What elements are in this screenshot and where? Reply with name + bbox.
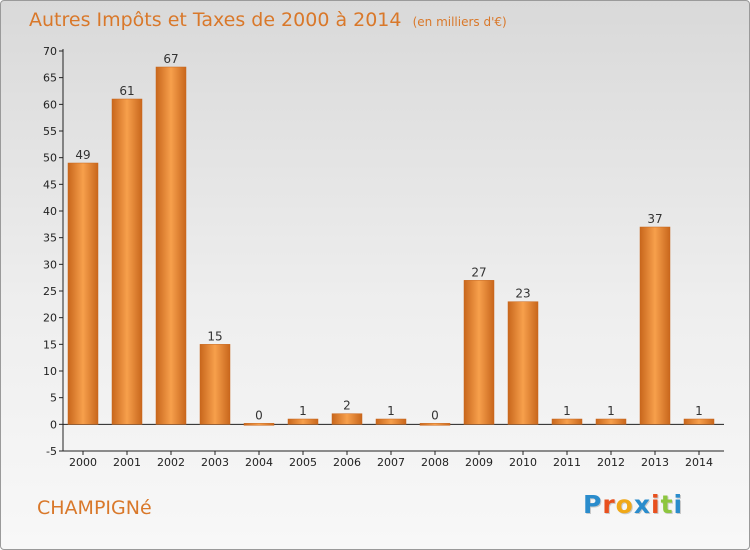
bar-2009: [463, 280, 495, 425]
y-tick-label: 25: [43, 285, 57, 298]
logo-letter: x: [633, 490, 651, 519]
value-labels: 49 61 67 15 0 1 2 1 0 27 23 1 1 37 1: [75, 52, 702, 422]
x-tick-label-2011: 2011: [553, 456, 581, 469]
x-tick-label-2009: 2009: [465, 456, 493, 469]
value-label-2005: 1: [299, 404, 307, 418]
bar-2003: [199, 344, 231, 425]
place-name: CHAMPIGNé: [37, 497, 152, 519]
y-tick-label: -5: [46, 445, 57, 458]
y-tick-label: 70: [43, 45, 57, 58]
y-tick-label: 20: [43, 312, 57, 325]
bar-2008: [419, 423, 451, 426]
bar-2010: [507, 301, 539, 425]
y-tick-label: 60: [43, 98, 57, 111]
x-tick-label-2000: 2000: [69, 456, 97, 469]
value-label-2014: 1: [695, 404, 703, 418]
y-tick-label: 30: [43, 258, 57, 271]
y-tick-label: 65: [43, 72, 57, 85]
value-label-2010: 23: [515, 287, 530, 301]
bar-2005: [287, 418, 319, 425]
chart-title-text: Autres Impôts et Taxes de 2000 à 2014: [29, 9, 402, 31]
y-tick-label: 0: [50, 418, 57, 431]
logo-letter: r: [602, 490, 616, 519]
x-tick-label-2003: 2003: [201, 456, 229, 469]
proxiti-logo: Proxiti: [583, 490, 683, 519]
x-tick-label-2013: 2013: [641, 456, 669, 469]
chart-title: Autres Impôts et Taxes de 2000 à 2014 (e…: [29, 9, 507, 31]
y-tick-label: 5: [50, 392, 57, 405]
bar-2012: [595, 418, 627, 425]
y-tick-label: 10: [43, 365, 57, 378]
x-tick-label-2005: 2005: [289, 456, 317, 469]
x-tick-label-2012: 2012: [597, 456, 625, 469]
x-tick-label-2006: 2006: [333, 456, 361, 469]
bar-2007: [375, 418, 407, 425]
y-tick-label: 35: [43, 232, 57, 245]
value-label-2007: 1: [387, 404, 395, 418]
bar-2014: [683, 418, 715, 425]
y-tick-label: 15: [43, 338, 57, 351]
x-tick-label-2014: 2014: [685, 456, 713, 469]
logo-letter: P: [583, 490, 603, 519]
x-tick-label-2010: 2010: [509, 456, 537, 469]
value-label-2006: 2: [343, 399, 351, 413]
bar-2001: [111, 98, 143, 425]
logo-letter: o: [615, 490, 634, 519]
x-tick-label-2004: 2004: [245, 456, 273, 469]
chart-unit-label: (en milliers d'€): [412, 15, 507, 29]
value-label-2000: 49: [75, 148, 90, 162]
logo-letter: i: [673, 490, 684, 519]
value-label-2011: 1: [563, 404, 571, 418]
bar-2006: [331, 413, 363, 425]
bars: [67, 66, 715, 426]
value-label-2003: 15: [207, 329, 222, 343]
logo-letter: i: [651, 490, 661, 519]
bar-2011: [551, 418, 583, 425]
value-label-2012: 1: [607, 404, 615, 418]
bar-2002: [155, 66, 187, 425]
value-label-2004: 0: [255, 408, 263, 422]
bar-2000: [67, 162, 99, 425]
x-tick-label-2008: 2008: [421, 456, 449, 469]
x-tick-label-2001: 2001: [113, 456, 141, 469]
value-label-2001: 61: [119, 84, 134, 98]
logo-letter: t: [660, 490, 674, 519]
value-label-2008: 0: [431, 408, 439, 422]
y-tick-label: 40: [43, 205, 57, 218]
y-tick-label: 45: [43, 178, 57, 191]
bar-2004: [243, 423, 275, 426]
y-tick-label: 55: [43, 125, 57, 138]
value-label-2002: 67: [163, 52, 178, 66]
x-tick-label-2002: 2002: [157, 456, 185, 469]
x-tick-label-2007: 2007: [377, 456, 405, 469]
bar-2013: [639, 226, 671, 425]
value-label-2013: 37: [647, 212, 662, 226]
value-label-2009: 27: [471, 265, 486, 279]
y-tick-label: 50: [43, 152, 57, 165]
